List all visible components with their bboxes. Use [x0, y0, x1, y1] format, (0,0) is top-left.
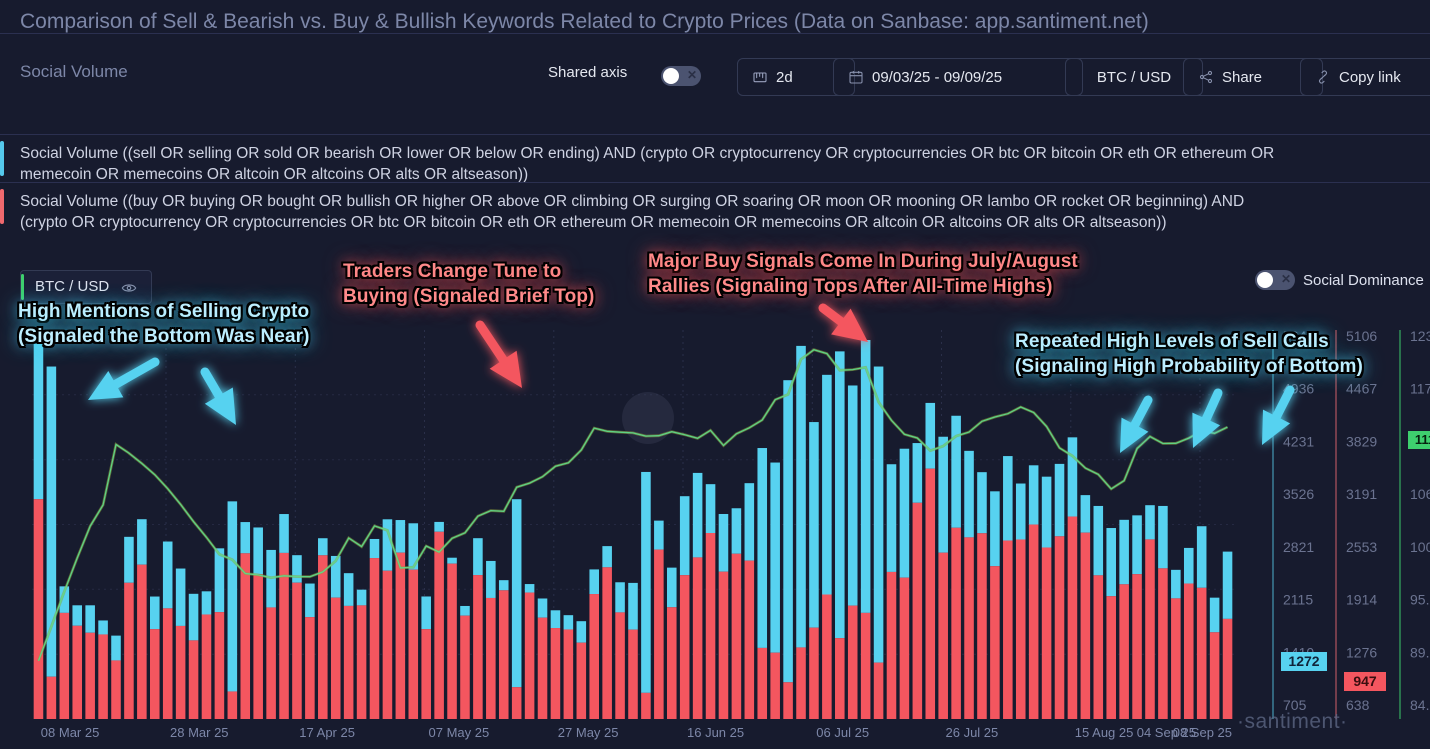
svg-text:4936: 4936 [1283, 381, 1314, 397]
svg-text:28 Mar 25: 28 Mar 25 [170, 725, 229, 740]
svg-text:2821: 2821 [1283, 539, 1314, 555]
svg-text:06 Jul 25: 06 Jul 25 [816, 725, 869, 740]
svg-text:17 Apr 25: 17 Apr 25 [299, 725, 355, 740]
svg-text:947: 947 [1353, 673, 1377, 689]
svg-text:3829: 3829 [1346, 433, 1377, 449]
svg-text:27 May 25: 27 May 25 [558, 725, 619, 740]
svg-text:26 Jul 25: 26 Jul 25 [946, 725, 999, 740]
svg-text:08 Mar 25: 08 Mar 25 [41, 725, 100, 740]
svg-text:123: 123 [1410, 328, 1430, 344]
svg-text:4467: 4467 [1346, 381, 1377, 397]
svg-text:89.7: 89.7 [1410, 644, 1430, 660]
svg-text:08 Sep 25: 08 Sep 25 [1173, 725, 1232, 740]
svg-text:106: 106 [1410, 486, 1430, 502]
svg-text:1914: 1914 [1346, 592, 1377, 608]
svg-text:4231: 4231 [1283, 433, 1314, 449]
svg-text:111: 111 [1415, 432, 1430, 447]
svg-text:15 Aug 25: 15 Aug 25 [1075, 725, 1134, 740]
svg-text:16 Jun 25: 16 Jun 25 [687, 725, 744, 740]
svg-text:1272: 1272 [1288, 653, 1319, 669]
svg-text:1276: 1276 [1346, 644, 1377, 660]
svg-text:84.2: 84.2 [1410, 697, 1430, 713]
svg-text:3191: 3191 [1346, 486, 1377, 502]
svg-text:95.5: 95.5 [1410, 592, 1430, 608]
svg-text:2553: 2553 [1346, 539, 1377, 555]
svg-text:07 May 25: 07 May 25 [429, 725, 490, 740]
svg-text:117: 117 [1410, 381, 1430, 397]
svg-text:100: 100 [1410, 539, 1430, 555]
svg-text:2115: 2115 [1283, 592, 1313, 608]
svg-text:3526: 3526 [1283, 486, 1314, 502]
svg-text:638: 638 [1346, 697, 1370, 713]
